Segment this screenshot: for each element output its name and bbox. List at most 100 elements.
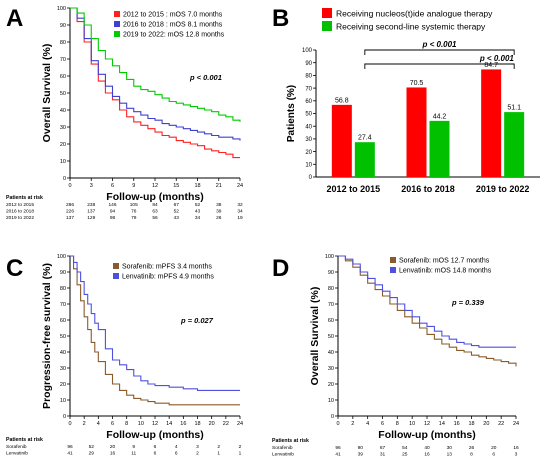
risk-table-cell: 41 [67, 451, 73, 457]
risk-table-cell: 90 [358, 445, 364, 451]
y-tick-label: 60 [60, 74, 66, 80]
y-tick-label: 20 [60, 142, 66, 148]
y-tick-label: 70 [60, 57, 66, 63]
panel-label-b: B [272, 5, 289, 32]
y-tick-label: 70 [60, 302, 66, 308]
y-tick-label: 0 [63, 176, 66, 182]
risk-table-cell: 105 [130, 202, 138, 208]
bar [481, 69, 502, 177]
panel-b: 0 10 20 30 40 50 60 70 80 90 100 Patients (%) 2012 t… [286, 8, 540, 194]
x-tick-label: 6 [381, 421, 384, 427]
risk-table-cell: 20 [491, 445, 497, 451]
risk-table-cell: 63 [152, 209, 158, 215]
risk-table-cell: 8 [470, 452, 473, 458]
x-tick-label: 10 [138, 421, 144, 427]
risk-table-cell: 16 [110, 451, 116, 457]
y-tick-label: 60 [60, 318, 66, 324]
x-tick-label: 24 [237, 421, 243, 427]
y-tick-label: 10 [60, 398, 66, 404]
risk-table-cell: 43 [195, 209, 201, 215]
legend-entry: Sorafenib: mPFS 3.4 months [122, 264, 212, 271]
risk-table-cell: 226 [66, 209, 74, 215]
x-tick-label: 16 [180, 421, 186, 427]
x-tick-label: 12 [152, 183, 158, 189]
legend-entry: Receiving second-line systemic therapy [336, 22, 486, 32]
risk-table-cell: 19 [237, 215, 243, 221]
bar [429, 120, 450, 177]
significance-bracket [364, 49, 515, 55]
bar-data-label: 27.4 [358, 135, 372, 142]
risk-table-cell: 39 [358, 452, 364, 458]
y-tick-label: 50 [60, 91, 66, 97]
y-tick-label: 40 [60, 108, 66, 114]
risk-table-cell: 16 [513, 445, 519, 451]
x-tick-label: 3 [90, 183, 93, 189]
bar [504, 112, 525, 177]
bar-data-label: 44.2 [433, 113, 447, 120]
risk-table-title: Patients at risk [272, 438, 309, 444]
risk-table-cell: 1 [239, 451, 242, 457]
risk-table-cell: 94 [110, 209, 116, 215]
y-axis-label: Overall Survival (%) [309, 287, 321, 386]
x-tick-label: 0 [68, 421, 71, 427]
risk-table-cell: 2 [217, 444, 220, 450]
p-value-annotation: p < 0.001 [189, 73, 222, 82]
risk-table-cell: 238 [87, 202, 95, 208]
x-axis-label: Follow-up (months) [106, 429, 203, 441]
y-tick-label: 100 [57, 6, 66, 12]
y-tick-label: 90 [60, 23, 66, 29]
risk-table-cell: 31 [380, 452, 386, 458]
bar [331, 104, 352, 177]
x-tick-label: 6 [111, 183, 114, 189]
x-tick-label: 2 [351, 421, 354, 427]
y-tick-label: 20 [305, 150, 312, 156]
y-tick-label: 90 [305, 61, 312, 67]
x-tick-label: 8 [125, 421, 128, 427]
legend-swatch [113, 263, 119, 269]
risk-table-row-label: Lenvatinib [272, 452, 294, 458]
y-tick-label: 100 [57, 254, 66, 260]
x-axis-label: Follow-up (months) [106, 191, 203, 203]
series-line-2 [70, 7, 241, 141]
y-tick-label: 0 [309, 175, 313, 181]
legend-entry: 2012 to 2015 : mOS 7.0 months [123, 12, 223, 19]
risk-table-cell: 84 [152, 202, 158, 208]
panel-label-c: C [6, 255, 23, 282]
risk-table-row-label: 2012 to 2015 [6, 202, 34, 208]
legend-entry: Sorafenib: mOS 12.7 months [399, 258, 490, 265]
y-tick-label: 0 [63, 414, 66, 420]
risk-table-cell: 52 [195, 202, 201, 208]
risk-table-cell: 96 [335, 445, 341, 451]
panel-a: 0 10 20 30 40 50 60 70 80 90 100 0 3 6 9 12 15 18 21 24 Foll… [6, 6, 243, 221]
y-tick-label: 100 [325, 254, 334, 260]
risk-table-cell: 6 [175, 451, 178, 457]
legend-swatch [390, 257, 396, 263]
y-tick-label: 80 [60, 40, 66, 46]
risk-table-row-label: 2016 to 2018 [6, 209, 34, 215]
risk-table-cell: 40 [424, 445, 430, 451]
risk-table-cell: 52 [89, 444, 95, 450]
risk-table-cell: 6 [154, 451, 157, 457]
panel-label-d: D [272, 255, 289, 282]
y-tick-label: 40 [60, 350, 66, 356]
risk-table-cell: 39 [216, 209, 222, 215]
x-tick-label: 15 [173, 183, 179, 189]
risk-table-cell: 146 [108, 202, 116, 208]
x-axis-label: Follow-up (months) [378, 429, 475, 441]
y-tick-label: 70 [305, 86, 312, 92]
risk-table-cell: 43 [174, 215, 180, 221]
x-tick-label: 14 [166, 421, 172, 427]
risk-table-cell: 137 [66, 215, 74, 221]
risk-table-cell: 98 [110, 215, 116, 221]
y-axis-label: Patients (%) [286, 85, 297, 142]
x-tick-label: 0 [68, 183, 71, 189]
risk-table-cell: 6 [492, 452, 495, 458]
risk-table-row-label: Lenvatinib [6, 451, 28, 457]
y-tick-label: 20 [328, 382, 334, 388]
x-tick-label: 8 [396, 421, 399, 427]
y-tick-label: 30 [60, 366, 66, 372]
x-tick-label: 2 [83, 421, 86, 427]
p-value-annotation: p = 0.339 [451, 298, 485, 307]
bar [406, 87, 427, 177]
